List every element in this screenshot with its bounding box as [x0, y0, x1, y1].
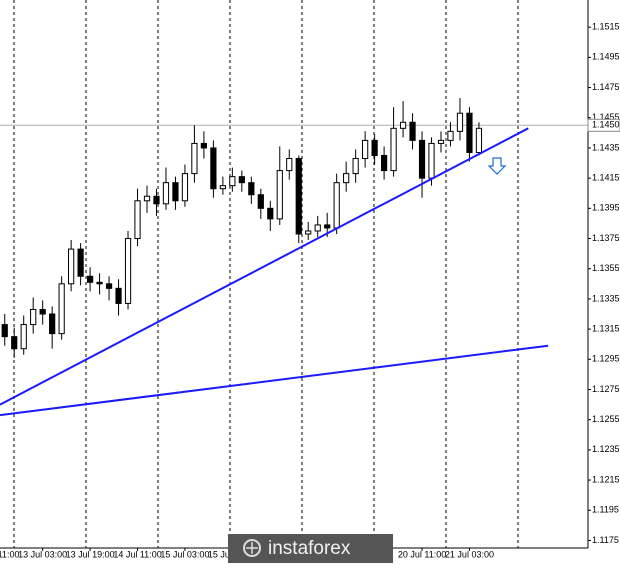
x-tick-label: 15 Jul 03:00: [160, 549, 209, 559]
candle-body: [257, 194, 264, 209]
candle-body: [58, 283, 65, 335]
candle-body: [143, 195, 151, 202]
candle-body: [248, 182, 255, 196]
y-tick-label: 1.1175: [592, 535, 619, 545]
y-tick-label: 1.1375: [592, 233, 620, 243]
candle-body: [428, 142, 435, 179]
candle-body: [20, 324, 27, 350]
candle-body: [124, 238, 132, 304]
candle-body: [134, 200, 141, 240]
y-tick-label: 1.1475: [592, 82, 620, 92]
y-tick-label: 1.1295: [592, 354, 620, 364]
y-tick-label: 1.1355: [592, 263, 620, 273]
y-tick-label: 1.1515: [592, 22, 620, 32]
y-tick-label: 1.1495: [592, 52, 620, 62]
candle-body: [466, 112, 473, 153]
current-price-box: [587, 118, 620, 132]
candle-body: [200, 142, 208, 149]
x-tick-label: 21 Jul 03:00: [445, 549, 494, 559]
trendline: [0, 344, 549, 417]
candle-body: [276, 170, 283, 220]
x-tick-label: 12 Jul 11:00: [0, 549, 19, 559]
candle-body: [399, 121, 407, 129]
candle-body: [11, 336, 18, 350]
candle-body: [447, 130, 454, 141]
y-tick-label: 1.1455: [592, 112, 620, 122]
candle-body: [153, 195, 160, 205]
candle-body: [77, 248, 84, 277]
x-tick-label: 13 Jul 19:00: [66, 549, 115, 559]
candle-body: [210, 147, 217, 190]
y-tick-label: 1.1395: [592, 203, 620, 213]
y-tick-label: 1.1335: [592, 293, 620, 303]
candle-body: [115, 287, 122, 304]
candle-body: [437, 139, 445, 144]
trendline: [0, 127, 529, 406]
y-tick-label: 1.1415: [592, 173, 620, 183]
current-price-label: 1.1450: [592, 120, 620, 130]
candle-body: [380, 154, 388, 172]
candle-body: [352, 158, 359, 175]
candle-body: [1, 324, 8, 338]
watermark-banner: instaforex: [228, 534, 393, 563]
candle-body: [39, 308, 46, 315]
candle-body: [105, 283, 113, 289]
y-tick-label: 1.1435: [592, 142, 620, 152]
y-tick-label: 1.1215: [592, 474, 620, 484]
y-tick-label: 1.1275: [592, 384, 620, 394]
candle-body: [286, 158, 293, 172]
x-tick-label: 13 Jul 03:00: [18, 549, 67, 559]
logo: [246, 542, 258, 554]
candle-body: [409, 121, 416, 141]
candle-body: [267, 207, 274, 220]
candle-body: [219, 185, 226, 190]
watermark-text: instaforex: [268, 538, 351, 559]
candle-body: [172, 182, 179, 202]
y-tick-label: 1.1195: [592, 505, 619, 515]
day-separators: [13, 0, 519, 548]
candle-body: [49, 313, 56, 335]
candle-body: [68, 248, 75, 285]
candle-body: [324, 224, 331, 229]
y-tick-label: 1.1315: [592, 323, 620, 333]
candle-body: [305, 230, 312, 235]
candle-body: [475, 127, 483, 153]
candle-body: [343, 173, 350, 184]
y-tick-label: 1.1255: [592, 414, 620, 424]
candle-body: [333, 182, 340, 229]
x-tick-label: 20 Jul 11:00: [398, 549, 446, 559]
candle-body: [456, 112, 464, 132]
candle-body: [30, 308, 37, 326]
candle-body: [162, 182, 170, 205]
candle-body: [86, 275, 94, 283]
candle-body: [371, 139, 378, 156]
x-tick-label: 14 Jul 11:00: [113, 549, 161, 559]
candle-body: [314, 224, 321, 232]
candle-body: [362, 139, 369, 160]
down-arrow: [487, 157, 507, 175]
logo: [243, 539, 261, 557]
candle-body: [390, 127, 397, 172]
candle-body: [96, 281, 103, 285]
candle-body: [418, 139, 426, 179]
candle-body: [181, 173, 189, 202]
y-tick-label: 1.1235: [592, 444, 620, 454]
plot: [0, 26, 591, 551]
candle-body: [295, 158, 302, 235]
candle-body: [191, 142, 198, 175]
candle-body: [238, 176, 245, 184]
candle-body: [229, 176, 236, 187]
